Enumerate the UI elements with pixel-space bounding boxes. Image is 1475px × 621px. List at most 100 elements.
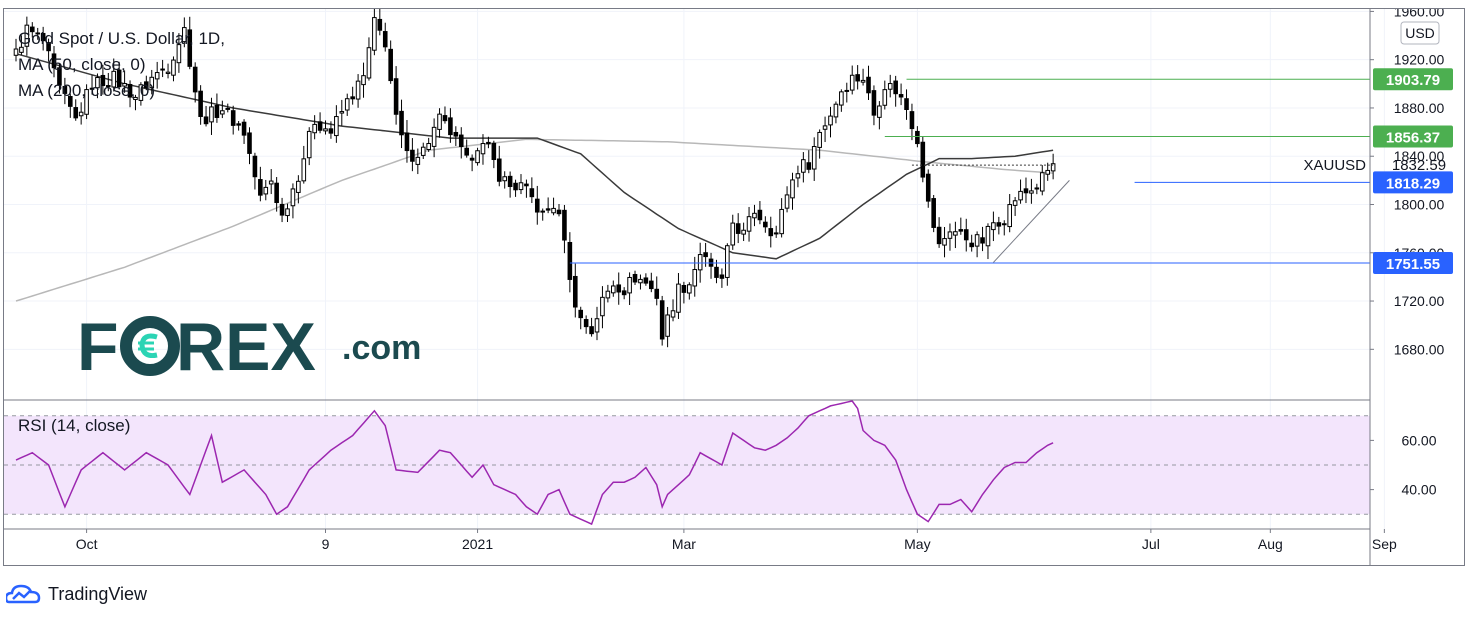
candle[interactable] xyxy=(68,93,73,118)
candle[interactable] xyxy=(540,208,546,221)
legend-title[interactable]: Gold Spot / U.S. Dollar, 1D, xyxy=(18,29,225,48)
candle[interactable] xyxy=(448,108,453,143)
candle[interactable] xyxy=(627,272,632,305)
candle[interactable] xyxy=(936,217,942,248)
candle[interactable] xyxy=(366,37,372,81)
candle[interactable] xyxy=(290,183,296,219)
chart-canvas[interactable]: F REX .com Gold Spot / U.S. Dollar, 1D, … xyxy=(4,3,1464,565)
candle[interactable] xyxy=(268,169,274,195)
candle[interactable] xyxy=(13,38,19,62)
candle[interactable] xyxy=(605,284,611,303)
candle[interactable] xyxy=(925,169,931,208)
candle[interactable] xyxy=(1012,197,1018,216)
candle[interactable] xyxy=(464,139,469,158)
candle[interactable] xyxy=(638,274,643,290)
candle[interactable] xyxy=(567,232,573,293)
candle[interactable] xyxy=(676,273,681,319)
candle[interactable] xyxy=(714,259,719,284)
candle[interactable] xyxy=(931,194,936,233)
candle[interactable] xyxy=(458,127,464,159)
candle[interactable] xyxy=(138,82,144,106)
candle[interactable] xyxy=(361,62,366,98)
chart-frame[interactable]: F REX .com Gold Spot / U.S. Dollar, 1D, … xyxy=(3,3,1465,566)
candle[interactable] xyxy=(431,118,437,158)
candle[interactable] xyxy=(670,299,676,322)
candle[interactable] xyxy=(752,204,757,227)
candle[interactable] xyxy=(643,273,649,286)
candle[interactable] xyxy=(209,97,214,135)
candle[interactable] xyxy=(410,138,415,172)
candle[interactable] xyxy=(317,112,323,134)
candle[interactable] xyxy=(57,63,62,94)
candle[interactable] xyxy=(1045,162,1051,181)
price-tag-blue[interactable]: 1818.29 xyxy=(1373,171,1453,194)
candle[interactable] xyxy=(502,171,507,189)
candle[interactable] xyxy=(725,243,730,286)
candle[interactable] xyxy=(62,77,68,105)
candle[interactable] xyxy=(415,148,421,175)
candle[interactable] xyxy=(768,216,774,248)
candle[interactable] xyxy=(442,106,448,124)
candle[interactable] xyxy=(795,165,801,188)
candle[interactable] xyxy=(817,129,822,159)
candle[interactable] xyxy=(230,105,236,135)
candle[interactable] xyxy=(220,100,225,119)
candle[interactable] xyxy=(344,93,350,116)
candle[interactable] xyxy=(312,115,317,140)
candle[interactable] xyxy=(111,58,117,92)
candle[interactable] xyxy=(980,226,985,252)
candle[interactable] xyxy=(860,68,866,86)
candle[interactable] xyxy=(507,171,513,198)
candle[interactable] xyxy=(920,136,926,183)
candle[interactable] xyxy=(399,99,404,149)
candle[interactable] xyxy=(426,137,431,152)
candle[interactable] xyxy=(811,137,817,181)
candle[interactable] xyxy=(258,166,263,202)
candle[interactable] xyxy=(73,99,79,121)
legend-ma50[interactable]: MA (50, close, 0) xyxy=(18,55,146,74)
candle[interactable] xyxy=(898,83,904,106)
candle[interactable] xyxy=(1023,177,1029,204)
candle[interactable] xyxy=(377,7,383,36)
footer-brand[interactable]: TradingView xyxy=(48,583,148,604)
candle[interactable] xyxy=(893,75,898,107)
candle[interactable] xyxy=(350,86,355,105)
candle[interactable] xyxy=(649,272,654,293)
candle[interactable] xyxy=(822,116,828,143)
candle[interactable] xyxy=(100,64,106,95)
candle[interactable] xyxy=(855,65,860,90)
candle[interactable] xyxy=(1007,194,1012,233)
candle[interactable] xyxy=(182,17,187,48)
candle[interactable] xyxy=(594,306,600,341)
candle[interactable] xyxy=(51,46,57,78)
candle[interactable] xyxy=(388,40,393,84)
candle[interactable] xyxy=(687,282,692,300)
candle[interactable] xyxy=(518,174,524,195)
candle[interactable] xyxy=(578,306,584,330)
candle[interactable] xyxy=(133,94,138,111)
candle[interactable] xyxy=(187,16,193,70)
price-tag-blue[interactable]: 1751.55 xyxy=(1373,251,1453,274)
candle[interactable] xyxy=(806,150,812,174)
candle[interactable] xyxy=(942,226,947,258)
candle[interactable] xyxy=(600,286,605,329)
candle[interactable] xyxy=(84,84,89,120)
candle[interactable] xyxy=(1034,183,1040,195)
candle[interactable] xyxy=(1050,153,1056,180)
candle[interactable] xyxy=(1039,165,1045,196)
price-tag-green[interactable]: 1856.37 xyxy=(1373,125,1453,148)
candle[interactable] xyxy=(681,281,687,304)
candle[interactable] xyxy=(529,177,535,204)
candle[interactable] xyxy=(589,317,594,337)
candle[interactable] xyxy=(127,80,133,108)
candle[interactable] xyxy=(963,218,969,252)
legend-rsi[interactable]: RSI (14, close) xyxy=(18,416,130,435)
candle[interactable] xyxy=(149,69,155,95)
candle[interactable] xyxy=(773,225,779,238)
candle[interactable] xyxy=(763,216,768,233)
candle[interactable] xyxy=(78,102,84,125)
candle[interactable] xyxy=(334,105,339,143)
candle[interactable] xyxy=(437,108,442,138)
candle[interactable] xyxy=(887,74,893,98)
candle[interactable] xyxy=(328,121,334,139)
